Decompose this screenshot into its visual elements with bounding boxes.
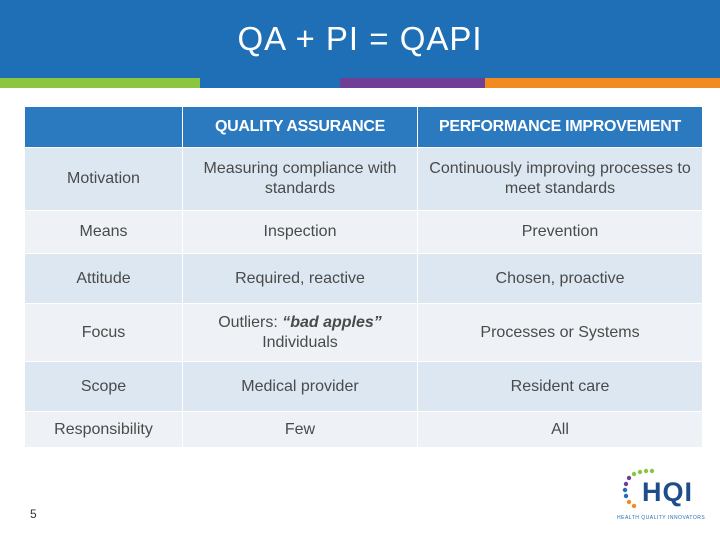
header-performance-improvement: PERFORMANCE IMPROVEMENT — [417, 106, 703, 148]
focus-emphasis: “bad apples” — [282, 313, 382, 331]
header-empty — [24, 106, 183, 148]
pi-cell: Processes or Systems — [417, 303, 703, 362]
pi-cell: Resident care — [417, 361, 703, 412]
qa-cell: Outliers: “bad apples” Individuals — [182, 303, 418, 362]
row-label: Focus — [24, 303, 183, 362]
hqi-logo-icon — [622, 468, 655, 509]
logo-text: HQI — [642, 477, 694, 507]
table-row: Attitude Required, reactive Chosen, proa… — [24, 253, 703, 304]
stripe-blue — [200, 78, 340, 88]
pi-cell: All — [417, 411, 703, 448]
stripe-purple — [340, 78, 485, 88]
row-label: Attitude — [24, 253, 183, 304]
header-quality-assurance: QUALITY ASSURANCE — [182, 106, 418, 148]
table-row: Scope Medical provider Resident care — [24, 361, 703, 412]
focus-prefix: Outliers: — [218, 313, 283, 331]
slide-header — [0, 0, 720, 78]
row-label: Scope — [24, 361, 183, 412]
page-number: 5 — [30, 507, 37, 521]
focus-line2: Individuals — [262, 333, 338, 351]
logo-subtitle: HEALTH QUALITY INNOVATORS — [617, 515, 706, 521]
qa-cell: Medical provider — [182, 361, 418, 412]
pi-cell: Prevention — [417, 210, 703, 254]
table-row: Responsibility Few All — [24, 411, 703, 448]
qa-cell: Required, reactive — [182, 253, 418, 304]
row-label: Responsibility — [24, 411, 183, 448]
qa-cell: Inspection — [182, 210, 418, 254]
slide-title: QA + PI = QAPI — [237, 20, 483, 57]
stripe-green — [0, 78, 200, 88]
row-label: Motivation — [24, 147, 183, 211]
pi-cell: Chosen, proactive — [417, 253, 703, 304]
qa-cell: Few — [182, 411, 418, 448]
pi-cell: Continuously improving processes to meet… — [417, 147, 703, 211]
table-row: Focus Outliers: “bad apples” Individuals… — [24, 303, 703, 362]
comparison-table: QUALITY ASSURANCE PERFORMANCE IMPROVEMEN… — [24, 106, 703, 448]
table-row: Means Inspection Prevention — [24, 210, 703, 254]
table-header-row: QUALITY ASSURANCE PERFORMANCE IMPROVEMEN… — [24, 106, 703, 148]
stripe-orange — [485, 78, 720, 88]
row-label: Means — [24, 210, 183, 254]
qa-cell: Measuring compliance with standards — [182, 147, 418, 211]
table-row: Motivation Measuring compliance with sta… — [24, 147, 703, 211]
